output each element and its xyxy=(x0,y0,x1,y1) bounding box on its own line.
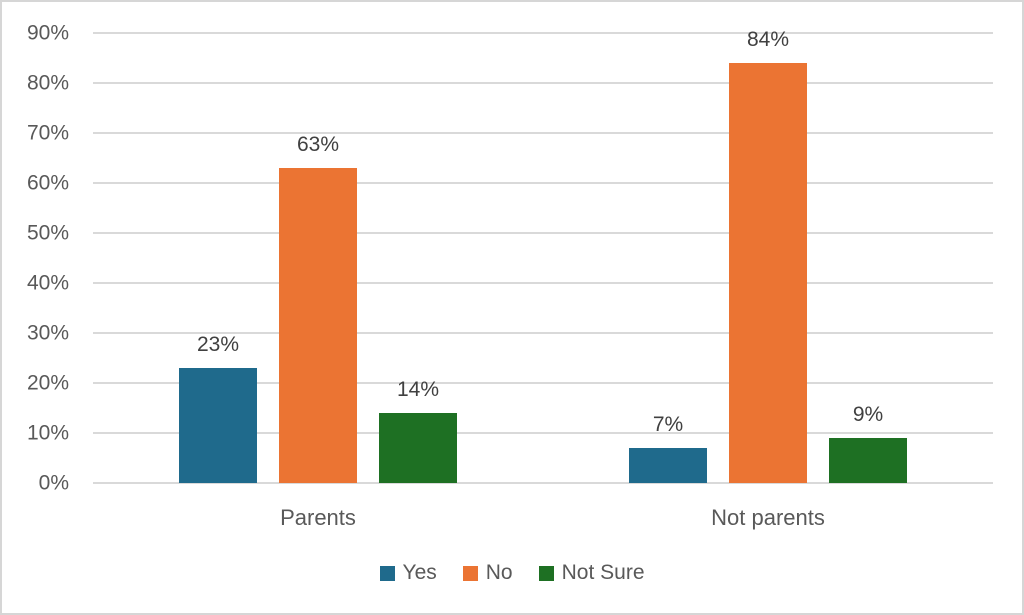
gridline xyxy=(93,382,993,384)
data-label: 84% xyxy=(746,28,790,51)
bar-yes xyxy=(629,448,707,483)
category-label: Not parents xyxy=(711,505,825,530)
gridline xyxy=(93,182,993,184)
y-tick-label: 50% xyxy=(26,221,69,245)
y-tick-label: 70% xyxy=(26,121,69,145)
gridline xyxy=(93,82,993,84)
legend: Yes No Not Sure xyxy=(2,561,1022,585)
y-tick-label: 0% xyxy=(38,471,69,495)
category-label: Parents xyxy=(280,505,356,530)
legend-label: No xyxy=(485,561,513,584)
y-tick-label: 20% xyxy=(26,371,69,395)
bar-no xyxy=(279,168,357,483)
legend-item: No xyxy=(462,561,513,585)
legend-item: Not Sure xyxy=(538,561,645,585)
x-axis-category-labels: Parents Not parents xyxy=(93,483,993,530)
bar-yes xyxy=(179,368,257,483)
legend-label: Not Sure xyxy=(561,561,645,584)
y-tick-label: 40% xyxy=(26,271,69,295)
data-label: 9% xyxy=(852,403,884,426)
legend-label: Yes xyxy=(402,561,437,584)
y-tick-label: 80% xyxy=(26,71,69,95)
bar-not-sure xyxy=(379,413,457,483)
y-tick-label: 10% xyxy=(26,421,69,445)
data-label: 63% xyxy=(296,133,340,156)
plot-area: 23% 63% 14% 7% 84% 9% xyxy=(93,29,993,484)
data-label: 7% xyxy=(652,413,684,436)
data-label: 14% xyxy=(396,378,440,401)
gridline xyxy=(93,482,993,484)
gridline xyxy=(93,332,993,334)
gridline xyxy=(93,32,993,34)
y-tick-label: 30% xyxy=(26,321,69,345)
gridline xyxy=(93,282,993,284)
y-axis-tick-labels: 0% 10% 20% 30% 40% 50% 60% 70% 80% 90% xyxy=(2,2,69,613)
bar-no xyxy=(729,63,807,483)
gridline xyxy=(93,132,993,134)
legend-swatch-icon xyxy=(379,565,395,581)
y-tick-label: 60% xyxy=(26,171,69,195)
y-tick-label: 90% xyxy=(26,21,69,45)
bar-not-sure xyxy=(829,438,907,483)
gridline xyxy=(93,432,993,434)
gridline xyxy=(93,232,993,234)
legend-swatch-icon xyxy=(538,565,554,581)
data-label: 23% xyxy=(196,333,240,356)
legend-swatch-icon xyxy=(462,565,478,581)
legend-item: Yes xyxy=(379,561,437,585)
